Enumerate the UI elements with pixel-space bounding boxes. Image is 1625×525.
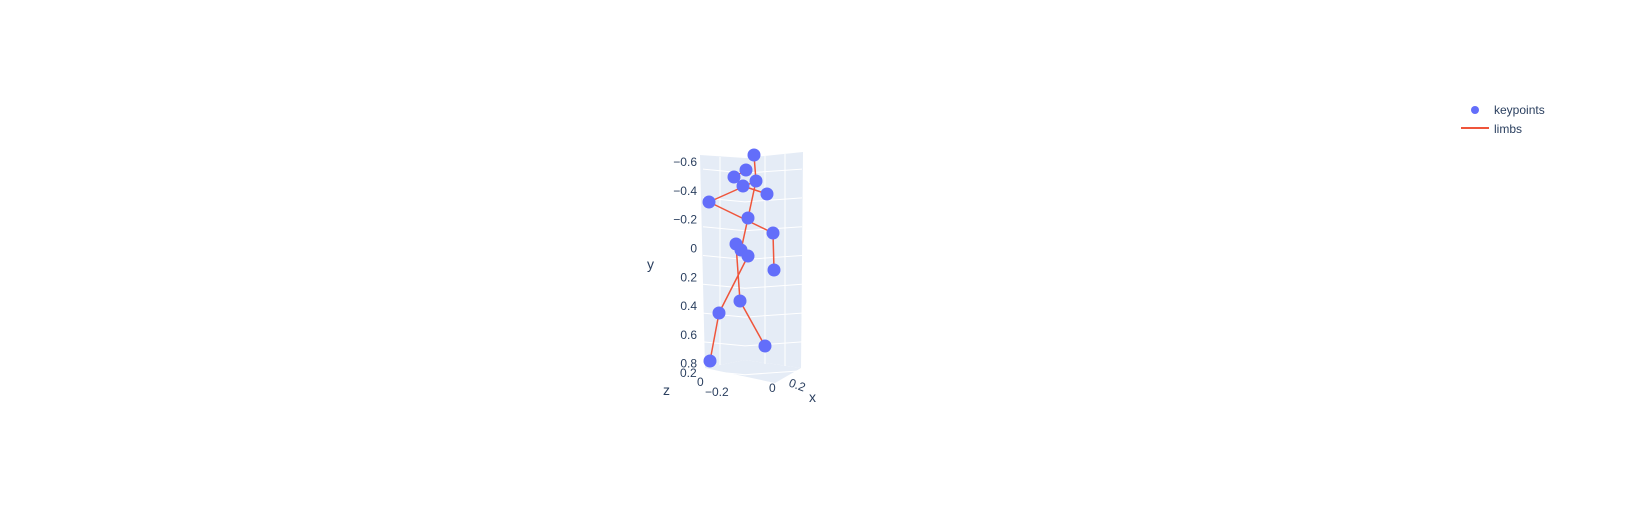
limb-segment: [709, 312, 720, 362]
y-tick-label: 0.2: [680, 270, 697, 284]
x-tick-label: 0: [769, 381, 776, 395]
keypoint-marker[interactable]: [739, 163, 753, 177]
y-tick-label: −0.6: [673, 155, 697, 169]
x-axis-title: x: [809, 389, 816, 405]
keypoint-marker[interactable]: [749, 174, 763, 188]
legend-label-limbs: limbs: [1494, 122, 1522, 136]
y-tick-labels: −0.6 −0.4 −0.2 0 0.2 0.4 0.6 0.8: [673, 155, 697, 371]
y-tick-label: −0.4: [673, 184, 697, 198]
grid-line: [702, 370, 803, 376]
keypoint-marker[interactable]: [729, 237, 743, 251]
keypoint-marker[interactable]: [727, 170, 741, 184]
grid-line: [702, 341, 803, 347]
keypoint-marker[interactable]: [741, 249, 755, 263]
legend-item-limbs[interactable]: limbs: [1461, 122, 1522, 136]
limb-segment: [739, 300, 766, 347]
z-tick-label: 0: [697, 375, 704, 389]
y-tick-label: 0: [690, 242, 697, 256]
keypoint-marker[interactable]: [767, 263, 781, 277]
x-tick-labels: 0 0.2: [769, 376, 808, 395]
keypoint-marker[interactable]: [758, 339, 772, 353]
y-tick-label: −0.2: [673, 213, 697, 227]
keypoint-marker[interactable]: [741, 211, 755, 225]
x-tick-label: 0.2: [787, 376, 808, 395]
legend-marker-keypoints: [1471, 106, 1479, 114]
z-tick-label: 0.2: [680, 366, 697, 380]
z-tick-labels: 0.2 0 −0.2: [680, 366, 729, 399]
keypoint-marker[interactable]: [766, 226, 780, 240]
keypoint-marker[interactable]: [712, 306, 726, 320]
keypoint-marker[interactable]: [760, 187, 774, 201]
legend-label-keypoints: keypoints: [1494, 103, 1545, 117]
limb-segment: [708, 201, 774, 234]
y-tick-label: 0.8: [680, 357, 697, 371]
left-pane: [700, 155, 745, 368]
limb-segment: [718, 255, 749, 314]
scene-panes: [700, 152, 803, 383]
keypoints-series: [702, 148, 781, 368]
keypoint-marker[interactable]: [747, 148, 761, 162]
legend: keypoints limbs: [1461, 103, 1545, 136]
floor-pane: [705, 360, 801, 383]
keypoint-marker[interactable]: [702, 195, 716, 209]
legend-item-keypoints[interactable]: keypoints: [1471, 103, 1545, 117]
z-tick-label: −0.2: [705, 385, 729, 399]
keypoint-marker[interactable]: [733, 294, 747, 308]
y-tick-label: 0.4: [680, 299, 697, 313]
y-tick-label: 0.6: [680, 328, 697, 342]
keypoint-marker[interactable]: [736, 179, 750, 193]
grid-line: [702, 283, 803, 289]
keypoint-marker[interactable]: [703, 354, 717, 368]
y-axis-title: y: [647, 256, 654, 272]
z-axis-title: z: [663, 382, 670, 398]
